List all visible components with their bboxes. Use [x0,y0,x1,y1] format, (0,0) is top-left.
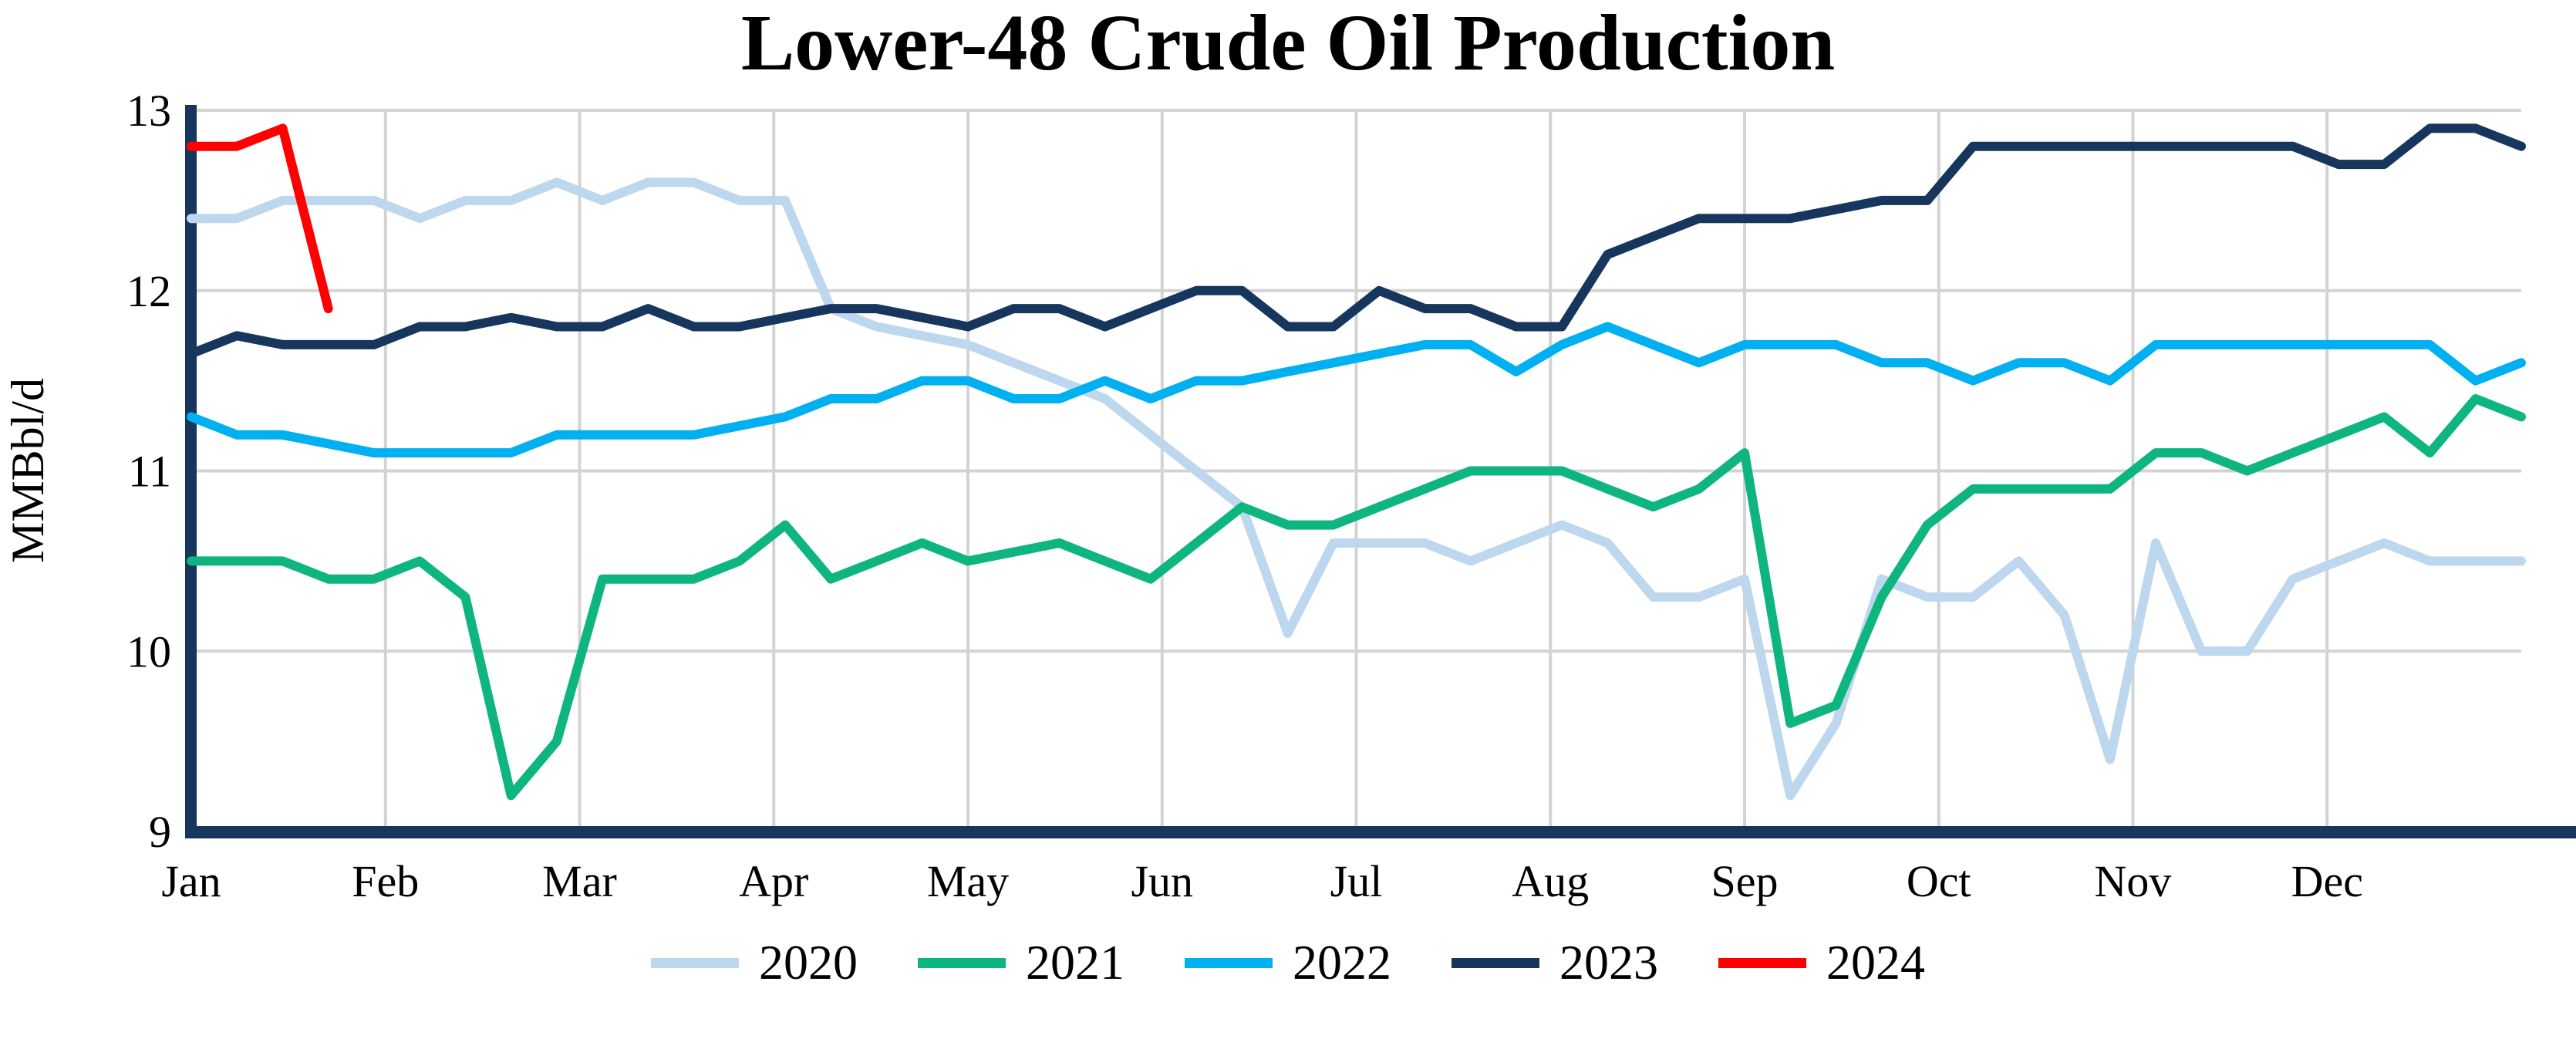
y-tick-label: 12 [126,266,171,316]
y-axis-spine [185,105,197,838]
x-tick-label: Feb [352,856,419,906]
legend-item-2024: 2024 [1718,938,1925,987]
x-tick-label: Jun [1131,856,1193,906]
x-tick-label: Oct [1907,856,1971,906]
gridlines-group [191,109,2521,831]
series-line-2020 [187,177,2526,801]
x-tick-label: Sep [1711,856,1779,906]
y-tick-label: 10 [126,626,171,676]
legend-swatch-2024 [1718,957,1806,968]
legend: 2020 2021 2022 2023 2024 [0,909,2576,1017]
y-axis-label: MMBbl/d [2,378,53,563]
legend-label: 2020 [759,935,858,990]
legend-swatch-2023 [1452,957,1539,968]
series-line-2023 [187,123,2526,359]
series-group [187,123,2526,801]
y-tick-label: 9 [149,807,171,857]
x-tick-label: Mar [542,856,617,906]
legend-label: 2023 [1559,935,1658,990]
legend-item-2022: 2022 [1185,938,1391,987]
x-tick-label: Aug [1512,856,1589,906]
legend-item-2021: 2021 [918,938,1124,987]
legend-swatch-2020 [651,957,739,968]
x-tick-label: Dec [2291,856,2363,906]
x-tick-label: Jul [1330,856,1383,906]
x-tick-label: Jan [161,856,221,906]
legend-label: 2024 [1826,935,1925,990]
y-tick-label: 13 [126,86,171,136]
x-tick-labels-group: Jan Feb Mar Apr May Jun Jul Aug Sep Oct Nov Dec [161,856,2363,906]
x-tick-label: Nov [2095,856,2172,906]
legend-label: 2022 [1293,935,1391,990]
x-axis-spine [185,826,2576,838]
x-tick-label: May [927,856,1009,906]
series-line-2022 [187,322,2526,458]
x-tick-label: Apr [739,856,808,906]
series-line-2021 [187,394,2526,801]
chart-title: Lower-48 Crude Oil Production [740,0,1836,87]
y-tick-label: 11 [128,447,171,497]
series-line-2024 [187,123,333,314]
legend-item-2023: 2023 [1452,938,1658,987]
legend-label: 2021 [1026,935,1124,990]
legend-item-2020: 2020 [651,938,858,987]
legend-swatch-2022 [1185,957,1273,968]
y-tick-labels-group: 9 10 11 12 13 [126,86,171,857]
legend-swatch-2021 [918,957,1006,968]
